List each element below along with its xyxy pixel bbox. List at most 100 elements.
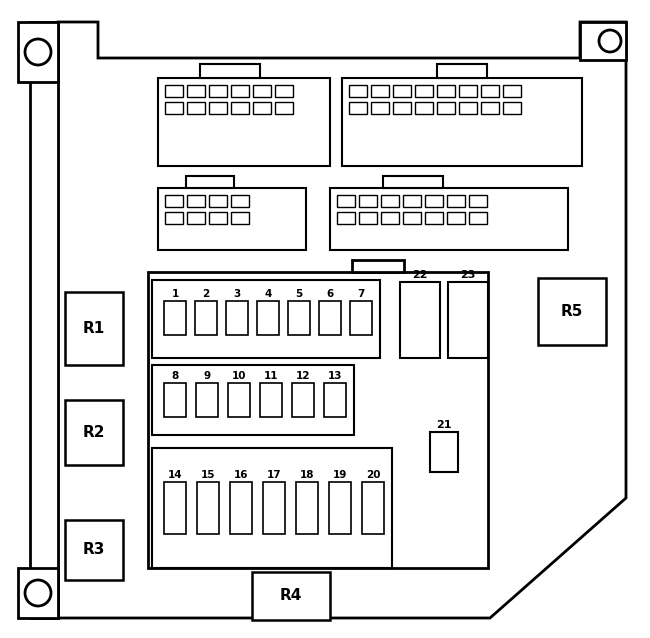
Bar xyxy=(165,102,183,114)
Bar xyxy=(359,212,377,224)
Bar xyxy=(459,85,477,97)
Text: 12: 12 xyxy=(296,371,310,381)
Bar xyxy=(371,102,389,114)
Bar xyxy=(481,85,499,97)
Text: 10: 10 xyxy=(232,371,246,381)
Bar xyxy=(337,212,355,224)
Bar xyxy=(296,482,318,534)
Bar xyxy=(253,85,271,97)
Bar xyxy=(196,383,218,417)
Bar xyxy=(230,482,252,534)
Bar xyxy=(324,383,346,417)
Bar xyxy=(469,195,487,207)
Text: R2: R2 xyxy=(83,425,105,440)
Bar xyxy=(18,568,58,618)
Bar xyxy=(481,102,499,114)
Bar xyxy=(209,85,227,97)
Text: 23: 23 xyxy=(460,270,476,280)
Bar xyxy=(253,102,271,114)
Bar xyxy=(275,85,293,97)
Bar xyxy=(448,282,488,358)
Text: 22: 22 xyxy=(412,270,428,280)
Bar xyxy=(65,400,123,465)
Text: 15: 15 xyxy=(201,470,215,480)
Bar xyxy=(292,383,314,417)
Bar xyxy=(187,212,205,224)
Bar xyxy=(437,64,487,78)
Bar xyxy=(164,383,186,417)
Text: 16: 16 xyxy=(234,470,248,480)
Text: R1: R1 xyxy=(83,321,105,336)
Bar xyxy=(260,383,282,417)
Bar xyxy=(275,102,293,114)
Bar xyxy=(437,85,455,97)
Bar xyxy=(437,102,455,114)
Bar xyxy=(158,188,306,250)
Bar xyxy=(257,301,279,335)
Text: R5: R5 xyxy=(561,304,583,319)
Text: 8: 8 xyxy=(172,371,179,381)
Bar xyxy=(349,85,367,97)
Bar xyxy=(209,102,227,114)
Bar xyxy=(165,85,183,97)
Bar xyxy=(384,176,443,188)
Bar xyxy=(231,195,249,207)
Text: 2: 2 xyxy=(202,289,209,299)
Bar xyxy=(209,195,227,207)
Bar xyxy=(165,212,183,224)
Bar xyxy=(447,195,465,207)
Bar xyxy=(381,212,399,224)
Bar xyxy=(187,195,205,207)
Bar xyxy=(381,195,399,207)
Bar xyxy=(65,520,123,580)
Bar xyxy=(164,301,186,335)
Bar xyxy=(329,482,351,534)
Bar xyxy=(447,212,465,224)
Bar xyxy=(350,301,372,335)
Text: 20: 20 xyxy=(366,470,380,480)
Text: R3: R3 xyxy=(83,542,105,558)
Bar xyxy=(231,212,249,224)
Bar xyxy=(330,188,568,250)
Bar xyxy=(362,482,384,534)
Text: 19: 19 xyxy=(333,470,347,480)
Circle shape xyxy=(599,30,621,52)
Bar xyxy=(209,212,227,224)
Text: 1: 1 xyxy=(172,289,179,299)
Bar xyxy=(200,64,260,78)
Circle shape xyxy=(25,39,51,65)
Bar xyxy=(65,292,123,365)
Text: 11: 11 xyxy=(264,371,278,381)
Bar xyxy=(337,195,355,207)
Bar xyxy=(195,301,217,335)
Text: 13: 13 xyxy=(328,371,343,381)
Bar xyxy=(226,301,248,335)
Circle shape xyxy=(25,580,51,606)
Text: 4: 4 xyxy=(265,289,272,299)
Bar xyxy=(30,22,58,618)
Bar xyxy=(425,212,443,224)
Bar xyxy=(228,383,250,417)
Text: 5: 5 xyxy=(295,289,303,299)
Bar xyxy=(359,195,377,207)
Bar xyxy=(580,22,626,60)
Bar xyxy=(252,572,330,620)
Bar xyxy=(165,195,183,207)
Bar xyxy=(349,102,367,114)
Bar xyxy=(158,78,330,166)
Bar xyxy=(148,272,488,568)
Bar xyxy=(197,482,219,534)
Text: 17: 17 xyxy=(266,470,281,480)
Bar xyxy=(403,212,421,224)
Text: 7: 7 xyxy=(358,289,365,299)
Text: 21: 21 xyxy=(436,420,452,430)
Text: R4: R4 xyxy=(280,588,302,604)
Bar xyxy=(538,278,606,345)
Bar xyxy=(152,280,380,358)
Text: 14: 14 xyxy=(168,470,182,480)
Bar xyxy=(263,482,285,534)
Bar xyxy=(415,85,433,97)
Bar xyxy=(18,22,58,82)
Bar xyxy=(152,448,392,568)
Text: 3: 3 xyxy=(233,289,240,299)
